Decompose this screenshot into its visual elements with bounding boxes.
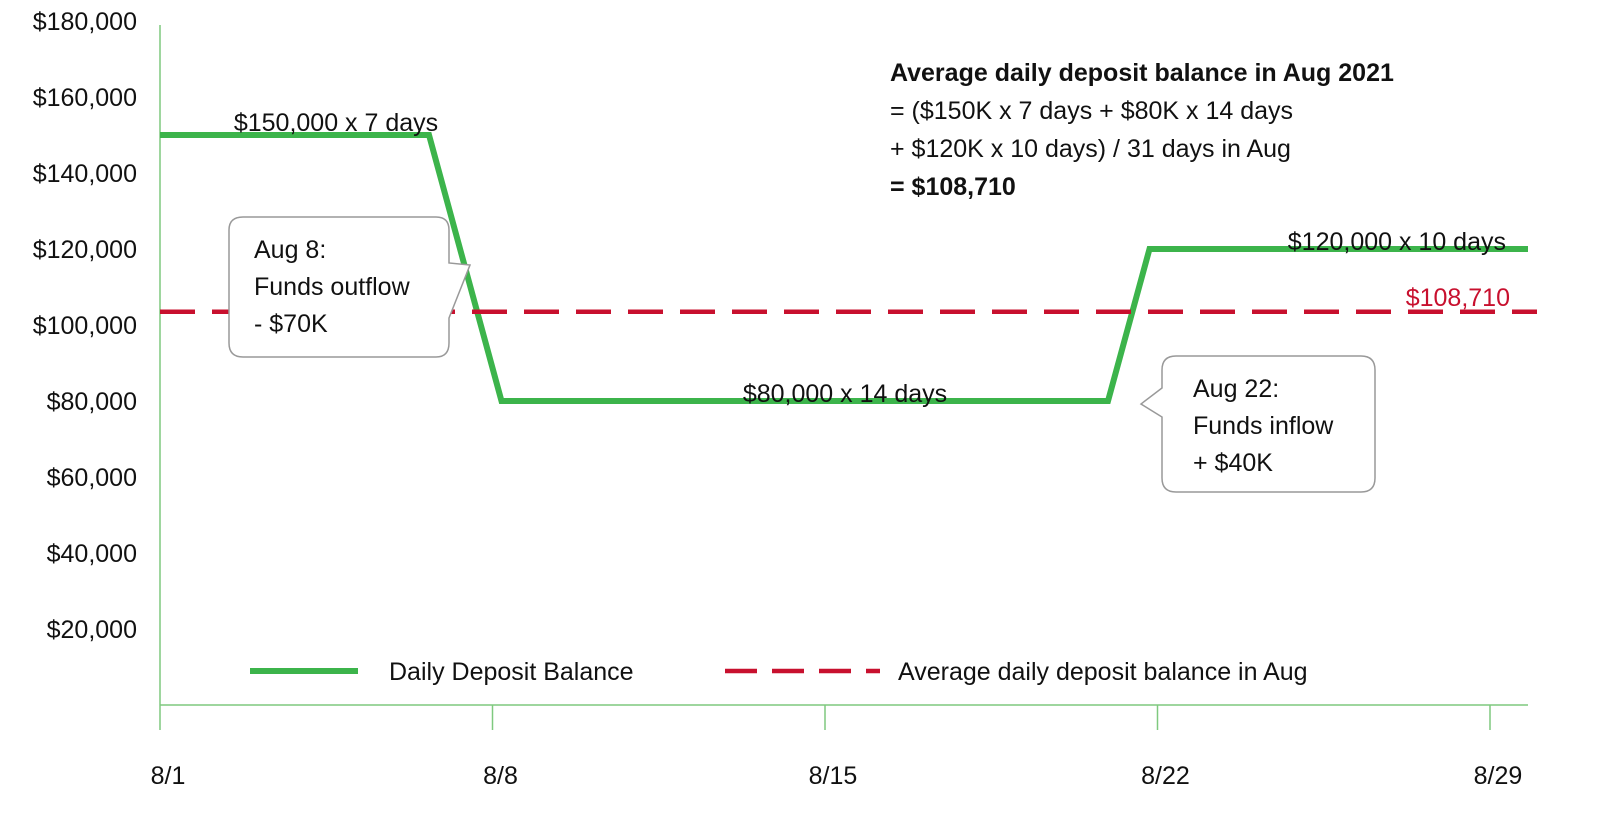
- y-tick-label: $40,000: [47, 540, 137, 568]
- formula-line-1: = ($150K x 7 days + $80K x 14 days: [890, 97, 1294, 125]
- callout-bubble-aug8: [228, 216, 472, 358]
- balance-line: [160, 132, 1528, 404]
- callout-line: Funds outflow: [254, 273, 410, 301]
- y-tick-label: $60,000: [47, 464, 137, 492]
- formula-box: Average daily deposit balance in Aug 202…: [890, 54, 1394, 206]
- x-tick-label: 8/8: [483, 762, 518, 790]
- x-tick-label: 8/1: [151, 762, 186, 790]
- callout-shapes: [228, 216, 1376, 493]
- y-tick-label: $160,000: [33, 84, 137, 112]
- callout-line: Aug 8:: [254, 236, 327, 264]
- callout-aug8: Aug 8: Funds outflow - $70K: [254, 232, 410, 343]
- formula-line-2: + $120K x 10 days) / 31 days in Aug: [890, 135, 1291, 163]
- axes: [159, 25, 1528, 706]
- callout-line: + $40K: [1193, 449, 1273, 477]
- annotation-segment-2: $80,000 x 14 days: [743, 380, 947, 408]
- annotation-segment-3: $120,000 x 10 days: [1288, 228, 1506, 256]
- x-tick-label: 8/29: [1474, 762, 1523, 790]
- annotation-segment-1: $150,000 x 7 days: [234, 109, 438, 137]
- callout-line: Aug 22:: [1193, 375, 1280, 403]
- callout-line: - $70K: [254, 310, 328, 338]
- callout-bubble-aug22: [1139, 355, 1376, 493]
- y-tick-label: $80,000: [47, 388, 137, 416]
- legend-label-balance: Daily Deposit Balance: [389, 658, 634, 686]
- formula-result: = $108,710: [890, 173, 1016, 201]
- formula-title: Average daily deposit balance in Aug 202…: [890, 59, 1394, 87]
- y-tick-label: $140,000: [33, 160, 137, 188]
- callout-line: Funds inflow: [1193, 412, 1334, 440]
- annotations: $150,000 x 7 days $80,000 x 14 days $120,0…: [234, 109, 1510, 408]
- callout-aug22: Aug 22: Funds inflow + $40K: [1193, 371, 1333, 482]
- legend-label-average: Average daily deposit balance in Aug: [898, 658, 1308, 686]
- y-tick-label: $100,000: [33, 312, 137, 340]
- x-tick-label: 8/15: [809, 762, 858, 790]
- legend: Daily Deposit Balance Average daily depos…: [250, 658, 1308, 686]
- x-tick-label: 8/22: [1141, 762, 1190, 790]
- y-tick-label: $120,000: [33, 236, 137, 264]
- y-tick-label: $20,000: [47, 616, 137, 644]
- y-axis-ticks: $20,000 $40,000 $60,000 $80,000 $100,000 $120…: [33, 8, 137, 644]
- x-axis-ticks: 8/1 8/8 8/15 8/22 8/29: [151, 705, 1523, 790]
- annotation-average-value: $108,710: [1406, 284, 1510, 312]
- y-tick-label: $180,000: [33, 8, 137, 36]
